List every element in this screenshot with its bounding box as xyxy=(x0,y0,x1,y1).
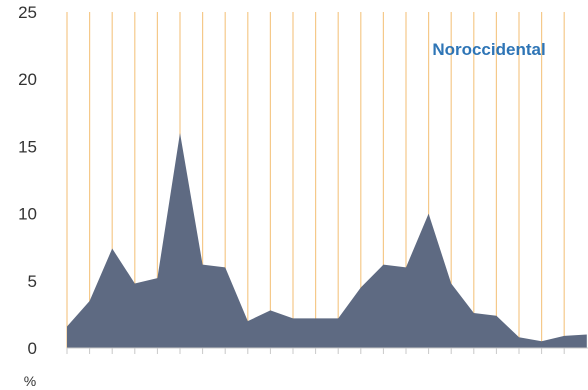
y-tick-label: 25 xyxy=(18,3,37,22)
area-series-layer xyxy=(67,132,587,348)
y-axis-tick-labels: 0 5 10 15 20 25 xyxy=(18,3,37,358)
y-tick-label: 15 xyxy=(18,137,37,156)
y-tick-label: 20 xyxy=(18,70,37,89)
chart-title: Noroccidental xyxy=(432,40,545,59)
x-axis-ticks xyxy=(66,348,565,354)
y-tick-label: 5 xyxy=(28,272,37,291)
y-tick-label: 0 xyxy=(28,339,37,358)
area-series xyxy=(67,132,587,348)
y-tick-label: 10 xyxy=(18,205,37,224)
y-axis-unit-label: % xyxy=(24,373,36,389)
